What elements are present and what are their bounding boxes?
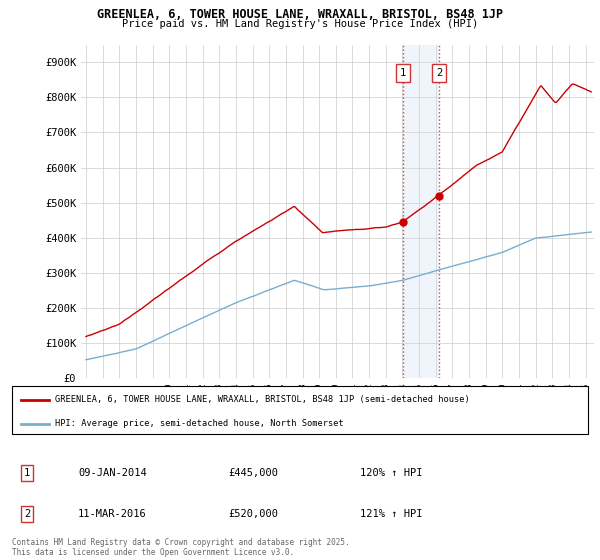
- Text: 1: 1: [400, 68, 406, 78]
- Text: GREENLEA, 6, TOWER HOUSE LANE, WRAXALL, BRISTOL, BS48 1JP (semi-detached house): GREENLEA, 6, TOWER HOUSE LANE, WRAXALL, …: [55, 395, 470, 404]
- Text: Contains HM Land Registry data © Crown copyright and database right 2025.
This d: Contains HM Land Registry data © Crown c…: [12, 538, 350, 557]
- Text: 2: 2: [24, 509, 30, 519]
- Text: 2: 2: [436, 68, 442, 78]
- Text: 121% ↑ HPI: 121% ↑ HPI: [360, 509, 422, 519]
- Text: 1: 1: [24, 468, 30, 478]
- Text: 09-JAN-2014: 09-JAN-2014: [78, 468, 147, 478]
- Text: Price paid vs. HM Land Registry's House Price Index (HPI): Price paid vs. HM Land Registry's House …: [122, 19, 478, 29]
- Text: £445,000: £445,000: [228, 468, 278, 478]
- Text: HPI: Average price, semi-detached house, North Somerset: HPI: Average price, semi-detached house,…: [55, 419, 344, 428]
- Bar: [403, 45, 439, 378]
- Text: GREENLEA, 6, TOWER HOUSE LANE, WRAXALL, BRISTOL, BS48 1JP: GREENLEA, 6, TOWER HOUSE LANE, WRAXALL, …: [97, 8, 503, 21]
- Text: 11-MAR-2016: 11-MAR-2016: [78, 509, 147, 519]
- Text: 120% ↑ HPI: 120% ↑ HPI: [360, 468, 422, 478]
- Text: £520,000: £520,000: [228, 509, 278, 519]
